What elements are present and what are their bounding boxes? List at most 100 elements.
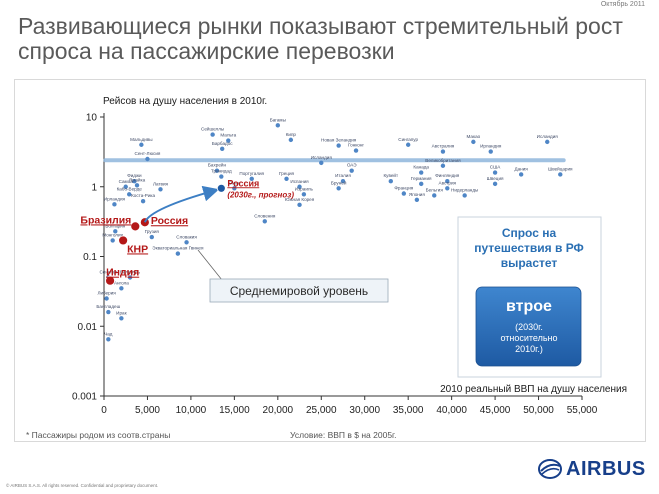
point-label: Великобритания — [425, 158, 461, 163]
point-label: Италия — [335, 173, 351, 178]
point-label: Дания — [515, 166, 529, 171]
data-point — [249, 176, 254, 182]
point-label: Испания — [290, 179, 309, 184]
point-label: Новая Зеландия — [321, 138, 357, 143]
point-label: Макао — [467, 134, 481, 139]
data-point — [232, 186, 237, 191]
data-point — [123, 184, 128, 189]
data-point — [119, 316, 124, 321]
demand-callout-title: вырастет — [501, 256, 558, 270]
demand-callout-title: путешествия в РФ — [474, 241, 584, 255]
x-tick-label: 20,000 — [263, 405, 294, 416]
point-label: Ангола — [114, 280, 129, 285]
data-point — [492, 170, 498, 175]
highlight-point — [105, 275, 115, 286]
y-tick-label: 0.01 — [78, 322, 98, 333]
forecast-point — [216, 183, 226, 193]
point-label: Сенегал — [99, 269, 117, 274]
demand-callout-note: относительно — [500, 333, 557, 343]
forecast-sublabel: (2030г., прогноз) — [227, 190, 294, 199]
highlight-label: Бразилия — [80, 214, 131, 226]
data-point — [226, 138, 231, 143]
data-point — [110, 238, 115, 243]
scatter-chart: Рейсов на душу населения в 2010г. 10 1 0.1 0… — [72, 96, 627, 416]
point-label: Южная Корея — [285, 197, 315, 202]
data-point — [140, 199, 146, 204]
data-point — [288, 137, 294, 143]
y-tick-label: 0.1 — [83, 252, 97, 263]
data-point — [558, 172, 563, 177]
data-point — [518, 172, 524, 177]
point-label: Оман — [228, 180, 240, 185]
annotation-layer: Бразилия КНР Россия Индия Россия (2030г., про… — [80, 178, 602, 378]
highlight-label: КНР — [127, 243, 148, 255]
data-point — [388, 179, 393, 184]
data-point — [353, 148, 359, 153]
data-point — [214, 168, 220, 173]
footnote: * Пассажиры родом из соотв.страны — [26, 430, 171, 440]
x-tick-label: 55,000 — [567, 405, 598, 416]
point-label: Болгария — [105, 223, 125, 228]
data-point — [219, 174, 224, 179]
point-label: Грузия — [145, 229, 160, 234]
point-label: Экваториальная Гвинея — [152, 246, 204, 251]
data-point — [127, 275, 133, 280]
point-label: Австралия — [432, 144, 455, 149]
highlight-point — [130, 221, 141, 232]
data-point — [405, 142, 411, 147]
point-label: Словения — [254, 213, 276, 218]
point-label: Ирландия — [104, 196, 126, 201]
data-point — [127, 192, 132, 197]
point-label: Мальдивы — [130, 137, 153, 142]
page-title: Развивающиеся рынки показывают стремител… — [18, 13, 623, 64]
data-point — [184, 240, 189, 245]
point-label: Барбадос — [212, 141, 233, 146]
demand-callout-badge — [475, 286, 582, 367]
point-label: Чад — [104, 331, 113, 336]
airbus-logo: AIRBUS — [537, 456, 646, 482]
x-tick-label: 15,000 — [219, 405, 250, 416]
point-label: Канада — [413, 165, 429, 170]
point-label: Монголия — [102, 232, 123, 237]
chart-panel: Рейсов на душу населения в 2010г. 10 1 0.1 0… — [14, 79, 646, 442]
demand-callout-note: (2030г. — [515, 322, 543, 332]
data-point — [113, 229, 118, 234]
point-label: Япония — [409, 192, 425, 197]
y-axis-label: Рейсов на душу населения в 2010г. — [103, 96, 267, 107]
highlight-label: Россия — [151, 215, 188, 227]
highlight-point — [118, 235, 129, 246]
data-point — [106, 309, 111, 315]
x-tick-label: 10,000 — [176, 405, 207, 416]
data-point — [301, 192, 307, 197]
point-label: Бахрейн — [208, 162, 227, 168]
point-label: Кабо-Верде — [117, 186, 143, 191]
data-point — [340, 179, 346, 184]
data-point — [445, 186, 450, 191]
data-point — [336, 186, 341, 191]
airbus-logo-mark-icon — [538, 459, 562, 479]
data-point — [440, 149, 446, 154]
forecast-arrow — [143, 185, 220, 223]
point-label: Бруней — [331, 179, 347, 185]
point-label: Самоа — [119, 179, 134, 184]
data-point — [149, 234, 154, 240]
data-point — [284, 176, 289, 182]
point-label: Кувейт — [384, 172, 399, 178]
point-label: Фиджи — [127, 173, 142, 178]
point-label: Тринидад — [211, 169, 232, 174]
data-point — [175, 251, 181, 256]
data-point — [104, 296, 109, 301]
data-point — [488, 149, 493, 154]
data-point — [158, 187, 163, 192]
data-point — [275, 123, 281, 128]
highlight-label: Индия — [106, 267, 139, 279]
data-point — [349, 168, 354, 173]
point-label: Сингапур — [398, 137, 418, 142]
point-label: Финляндия — [435, 173, 460, 178]
report-date: Октябрь 2011 — [600, 1, 645, 8]
data-point — [106, 337, 111, 342]
y-tick-label: 10 — [86, 113, 98, 124]
point-label: Сент-Люсия — [135, 151, 161, 156]
data-point — [445, 179, 450, 184]
